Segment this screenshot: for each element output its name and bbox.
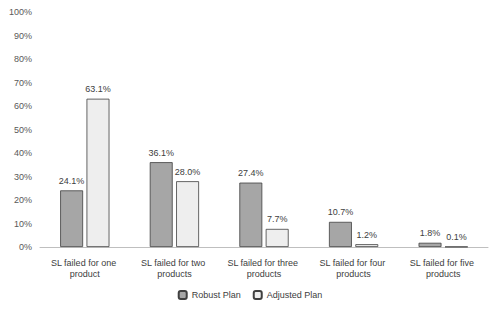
svg-text:100%: 100% xyxy=(9,7,32,17)
svg-text:27.4%: 27.4% xyxy=(238,168,264,178)
svg-text:10%: 10% xyxy=(14,219,32,229)
svg-text:Adjusted Plan: Adjusted Plan xyxy=(267,290,323,300)
svg-text:30%: 30% xyxy=(14,172,32,182)
svg-text:product: product xyxy=(70,269,101,279)
svg-text:Robust Plan: Robust Plan xyxy=(192,290,241,300)
svg-text:products: products xyxy=(426,269,461,279)
svg-text:70%: 70% xyxy=(14,78,32,88)
svg-text:80%: 80% xyxy=(14,54,32,64)
svg-text:28.0%: 28.0% xyxy=(175,167,201,177)
svg-text:1.8%: 1.8% xyxy=(420,228,441,238)
svg-text:63.1%: 63.1% xyxy=(85,84,111,94)
svg-text:50%: 50% xyxy=(14,125,32,135)
svg-text:7.7%: 7.7% xyxy=(267,214,288,224)
svg-text:SL failed for two: SL failed for two xyxy=(141,258,208,268)
svg-text:0.1%: 0.1% xyxy=(446,232,467,242)
svg-text:SL failed for four: SL failed for four xyxy=(319,258,387,268)
svg-text:products: products xyxy=(336,269,371,279)
svg-text:20%: 20% xyxy=(14,195,32,205)
svg-text:24.1%: 24.1% xyxy=(59,176,85,186)
svg-text:SL failed for five: SL failed for five xyxy=(410,258,477,268)
svg-text:1.2%: 1.2% xyxy=(357,230,378,240)
svg-text:products: products xyxy=(247,269,282,279)
svg-text:SL failed for one: SL failed for one xyxy=(51,258,119,268)
svg-text:10.7%: 10.7% xyxy=(328,207,354,217)
svg-text:90%: 90% xyxy=(14,31,32,41)
svg-text:40%: 40% xyxy=(14,148,32,158)
svg-text:products: products xyxy=(157,269,192,279)
svg-text:60%: 60% xyxy=(14,101,32,111)
svg-text:SL failed for three: SL failed for three xyxy=(227,258,300,268)
svg-text:36.1%: 36.1% xyxy=(148,148,174,158)
svg-text:0%: 0% xyxy=(19,242,32,252)
